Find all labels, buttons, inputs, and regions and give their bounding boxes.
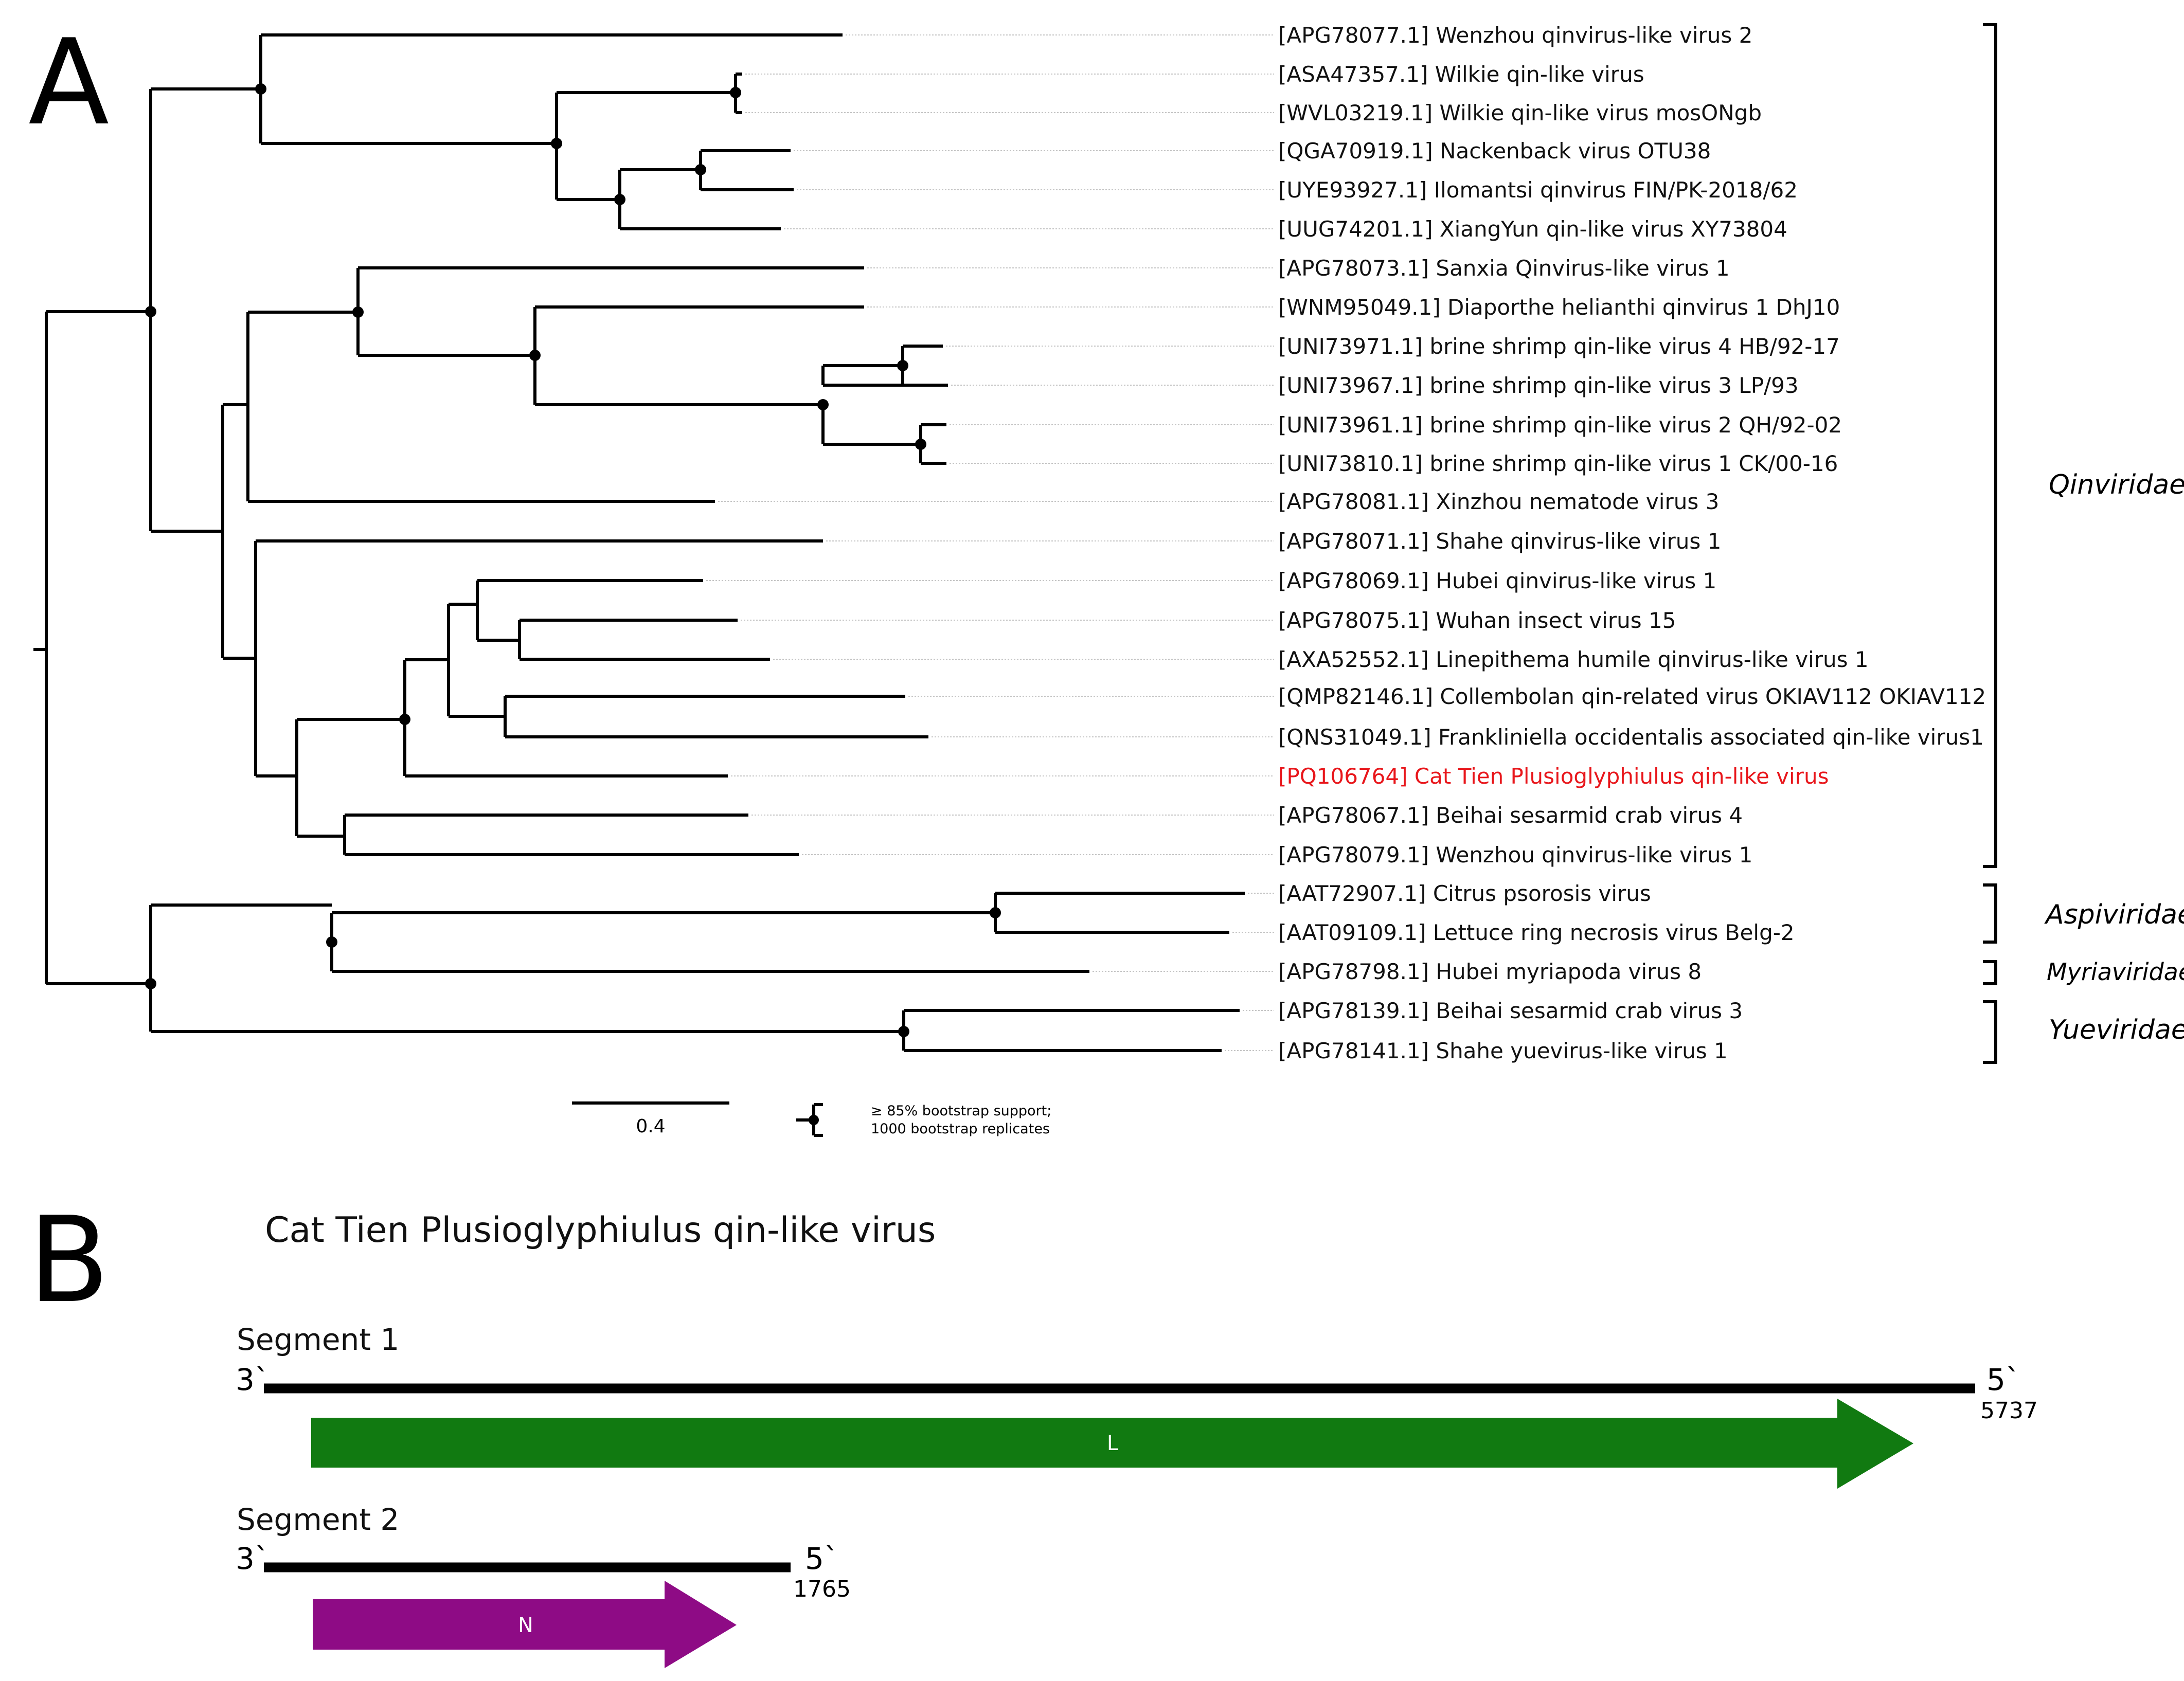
gene-n-label: N xyxy=(518,1614,533,1637)
leaf-label: [APG78798.1] Hubei myriapoda virus 8 xyxy=(1278,959,1702,984)
leaf-label: [UYE93927.1] Ilomantsi qinvirus FIN/PK-2… xyxy=(1278,177,1798,203)
aspiviridae-bracket xyxy=(1983,883,1997,944)
family-label-qinviridae: Qinviridae xyxy=(2049,469,2184,500)
segment-2-3prime: 3` xyxy=(236,1541,270,1576)
gene-l-label: L xyxy=(1107,1432,1119,1455)
leaf-label: [UNI73961.1] brine shrimp qin-like virus… xyxy=(1278,412,1842,438)
bootstrap-legend-symbol xyxy=(796,1103,823,1137)
leaf-label: [UNI73971.1] brine shrimp qin-like virus… xyxy=(1278,334,1840,359)
segment-1-length: 5737 xyxy=(1980,1398,2038,1424)
leaf-labels: [APG78077.1] Wenzhou qinvirus-like virus… xyxy=(1278,23,1986,1063)
legend-line-1: ≥ 85% bootstrap support; xyxy=(871,1103,1051,1119)
leaf-label: [ASA47357.1] Wilkie qin-like virus xyxy=(1278,62,1644,87)
family-label-myriaviridae: Myriaviridae xyxy=(2047,958,2184,986)
gene-l-orf-arrow xyxy=(311,1399,1913,1489)
leaf-label: [APG78077.1] Wenzhou qinvirus-like virus… xyxy=(1278,23,1752,48)
segment-1-5prime: 5` xyxy=(1986,1362,2020,1397)
leaf-label: [QMP82146.1] Collembolan qin-related vir… xyxy=(1278,684,1986,709)
genome-title: Cat Tien Plusioglyphiulus qin-like virus xyxy=(265,1210,936,1251)
segment-2-label: Segment 2 xyxy=(237,1502,399,1537)
panel-b-letter: B xyxy=(28,1192,110,1329)
qinviridae-bracket xyxy=(1983,23,1997,868)
leaf-label: [WNM95049.1] Diaporthe helianthi qinviru… xyxy=(1278,295,1840,320)
yueviridae-bracket xyxy=(1983,1000,1997,1064)
leaf-label: [UUG74201.1] XiangYun qin-like virus XY7… xyxy=(1278,216,1787,242)
leaf-label: [AAT09109.1] Lettuce ring necrosis virus… xyxy=(1278,920,1795,945)
bootstrap-support-nodes xyxy=(145,83,1001,1037)
leaf-label: [QGA70919.1] Nackenback virus OTU38 xyxy=(1278,138,1711,164)
leaf-label: [UNI73967.1] brine shrimp qin-like virus… xyxy=(1278,373,1799,398)
leaf-label: [APG78071.1] Shahe qinvirus-like virus 1 xyxy=(1278,529,1721,554)
leaf-label: [APG78067.1] Beihai sesarmid crab virus … xyxy=(1278,803,1743,828)
leaf-label: [APG78079.1] Wenzhou qinvirus-like virus… xyxy=(1278,842,1752,867)
scale-bar-label: 0.4 xyxy=(636,1116,665,1137)
leaf-label: [APG78075.1] Wuhan insect virus 15 xyxy=(1278,608,1676,633)
legend-line-2: 1000 bootstrap replicates xyxy=(871,1121,1050,1137)
family-label-yueviridae: Yueviridae xyxy=(2049,1015,2184,1045)
segment-1-3prime: 3` xyxy=(236,1362,270,1397)
family-label-aspiviridae: Aspiviridae xyxy=(2044,899,2184,930)
segment-1-label: Segment 1 xyxy=(237,1322,399,1357)
family-brackets xyxy=(1983,23,1997,1064)
leaf-label: [AXA52552.1] Linepithema humile qinvirus… xyxy=(1278,647,1869,672)
leaf-label: [QNS31049.1] Frankliniella occidentalis … xyxy=(1278,725,1984,750)
leaf-label-highlighted: [PQ106764] Cat Tien Plusioglyphiulus qin… xyxy=(1278,764,1829,789)
leaf-label: [UNI73810.1] brine shrimp qin-like virus… xyxy=(1278,451,1838,476)
leaf-label: [APG78141.1] Shahe yuevirus-like virus 1 xyxy=(1278,1038,1728,1063)
leaf-label: [APG78081.1] Xinzhou nematode virus 3 xyxy=(1278,489,1719,514)
myriaviridae-bracket xyxy=(1983,960,1997,985)
leaf-label: [APG78069.1] Hubei qinvirus-like virus 1 xyxy=(1278,568,1716,593)
segment-2-5prime: 5` xyxy=(805,1541,839,1576)
segment-2-length: 1765 xyxy=(793,1576,851,1602)
leaf-label: [APG78139.1] Beihai sesarmid crab virus … xyxy=(1278,998,1743,1023)
leaf-label: [AAT72907.1] Citrus psorosis virus xyxy=(1278,881,1651,906)
leaf-guide-lines xyxy=(706,34,1274,1051)
phylogenetic-tree xyxy=(33,33,1245,1052)
leaf-label: [APG78073.1] Sanxia Qinvirus-like virus … xyxy=(1278,256,1730,281)
gene-n-orf-arrow xyxy=(313,1581,737,1668)
leaf-label: [WVL03219.1] Wilkie qin-like virus mosON… xyxy=(1278,100,1762,125)
panel-a-letter: A xyxy=(28,14,109,152)
